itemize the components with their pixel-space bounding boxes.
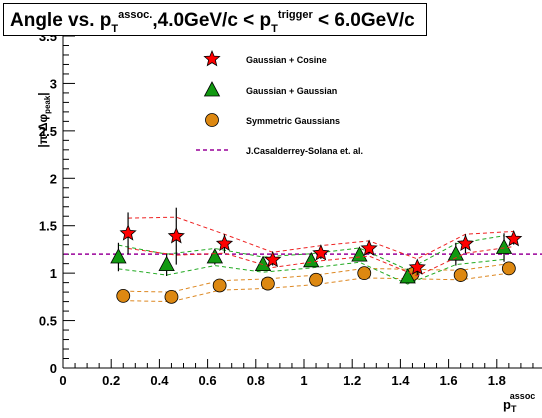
data-point-triangle: [447, 245, 464, 261]
data-point-star: [505, 229, 523, 247]
data-point-triangle: [158, 255, 175, 272]
title-sup-1: assoc.: [118, 9, 153, 21]
x-tick-label: 1.4: [391, 373, 410, 388]
data-point-star: [264, 250, 282, 268]
data-point-star: [119, 224, 137, 241]
data-point-star: [167, 227, 185, 244]
data-point-circle: [116, 289, 131, 303]
series-band-lower: [118, 258, 505, 285]
y-tick-label: 0.5: [39, 314, 57, 329]
legend-label: Gaussian + Gaussian: [246, 86, 337, 96]
title-mid: ,4.0GeV/c < p: [152, 10, 272, 31]
y-axis-label: |π-Δφpeak|: [36, 92, 52, 147]
y-tick-label: 1.5: [39, 219, 57, 234]
x-tick-label: 1: [300, 373, 307, 388]
x-tick-label: 1.8: [488, 373, 506, 388]
data-point-star: [312, 244, 330, 261]
legend-label: Gaussian + Cosine: [246, 55, 327, 65]
title-sup-2: trigger: [277, 9, 313, 21]
title-sub-1: T: [111, 23, 119, 35]
x-tick-label: 1.2: [343, 373, 361, 388]
data-point-star: [360, 239, 378, 256]
data-point-star: [408, 258, 426, 275]
data-point-circle: [453, 268, 468, 282]
data-point-triangle: [399, 268, 416, 284]
legend-label: Symmetric Gaussians: [246, 116, 340, 126]
data-point-triangle: [351, 246, 368, 262]
data-point-circle: [164, 289, 179, 304]
series-band-upper: [123, 263, 509, 293]
y-tick-label: 2.5: [39, 124, 57, 139]
legend: Gaussian + Cosine Gaussian + Gaussian Symm…: [196, 49, 363, 156]
x-tick-label: 0.2: [102, 373, 120, 388]
data-point-circle: [212, 278, 227, 293]
y-tick-label: 3: [50, 76, 57, 91]
y-tick-label: 0: [50, 361, 57, 376]
y-tick-label: 2: [50, 171, 57, 186]
title-tail: < 6.0GeV/c: [312, 10, 415, 31]
series-band-lower: [128, 246, 514, 277]
series-circle: [116, 261, 516, 304]
data-point-circle: [501, 261, 516, 276]
x-tick-label: 1.6: [440, 373, 458, 388]
series-band-upper: [118, 235, 505, 271]
data-point-triangle: [206, 248, 223, 264]
data-point-triangle: [110, 248, 127, 264]
data-point-triangle: [303, 251, 320, 268]
series-band-lower: [123, 272, 509, 303]
x-axis-label: pTassoc: [503, 391, 535, 413]
data-point-circle: [260, 276, 275, 291]
title-sub-2: T: [271, 23, 278, 35]
x-tick-label: 0.4: [150, 373, 169, 388]
data-point-circle: [357, 266, 372, 281]
data-point-star: [456, 234, 475, 252]
legend-marker-circle: [205, 113, 219, 127]
legend-marker-star: [203, 49, 221, 67]
x-tick-label: 0.8: [247, 373, 265, 388]
data-point-triangle: [495, 238, 513, 254]
title-lead: Angle vs. p: [10, 10, 112, 31]
data-point-circle: [309, 272, 323, 287]
data-point-star: [215, 234, 234, 252]
legend-label: J.Casalderrey-Solana et. al.: [246, 146, 363, 156]
x-tick-label: 0.6: [199, 373, 217, 388]
y-tick-label: 1: [50, 266, 57, 281]
legend-marker-triangle: [203, 81, 221, 97]
series-star: [119, 207, 523, 277]
chart-title: Angle vs. pTassoc.,4.0GeV/c < pTtrigger …: [3, 3, 427, 36]
series-triangle: [110, 233, 513, 285]
x-tick-label: 0: [59, 373, 66, 388]
